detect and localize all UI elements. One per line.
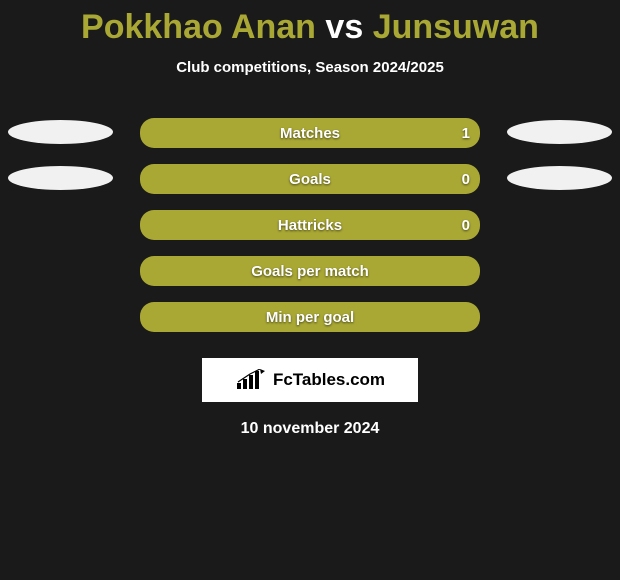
comparison-title: Pokkhao Anan vs Junsuwan <box>0 0 620 47</box>
chart-icon <box>235 369 267 391</box>
player1-value-ellipse <box>8 120 113 144</box>
stat-label: Matches <box>280 125 340 142</box>
vs-text: vs <box>325 8 363 46</box>
stat-bar: Min per goal <box>140 302 480 332</box>
stats-block: Matches 1 Goals 0 Hattricks 0 Goals per match M… <box>0 118 620 348</box>
stat-bar: Goals 0 <box>140 164 480 194</box>
player2-value-ellipse <box>507 120 612 144</box>
stat-bar: Hattricks 0 <box>140 210 480 240</box>
stat-row: Hattricks 0 <box>0 210 620 256</box>
stat-label: Min per goal <box>266 309 354 326</box>
player1-name: Pokkhao Anan <box>81 8 316 46</box>
stat-label: Hattricks <box>278 217 342 234</box>
stat-row: Min per goal <box>0 302 620 348</box>
stat-value: 0 <box>462 171 470 188</box>
stat-label: Goals per match <box>251 263 369 280</box>
player1-value-ellipse <box>8 166 113 190</box>
stat-value: 1 <box>462 125 470 142</box>
stat-bar: Goals per match <box>140 256 480 286</box>
stat-label: Goals <box>289 171 331 188</box>
snapshot-date: 10 november 2024 <box>0 420 620 438</box>
stat-row: Goals per match <box>0 256 620 302</box>
subtitle: Club competitions, Season 2024/2025 <box>0 59 620 76</box>
branding-text: FcTables.com <box>273 370 385 390</box>
player2-value-ellipse <box>507 166 612 190</box>
stat-row: Goals 0 <box>0 164 620 210</box>
stat-value: 0 <box>462 217 470 234</box>
branding-badge: FcTables.com <box>202 358 418 402</box>
player2-name: Junsuwan <box>373 8 539 46</box>
stat-row: Matches 1 <box>0 118 620 164</box>
stat-bar: Matches 1 <box>140 118 480 148</box>
